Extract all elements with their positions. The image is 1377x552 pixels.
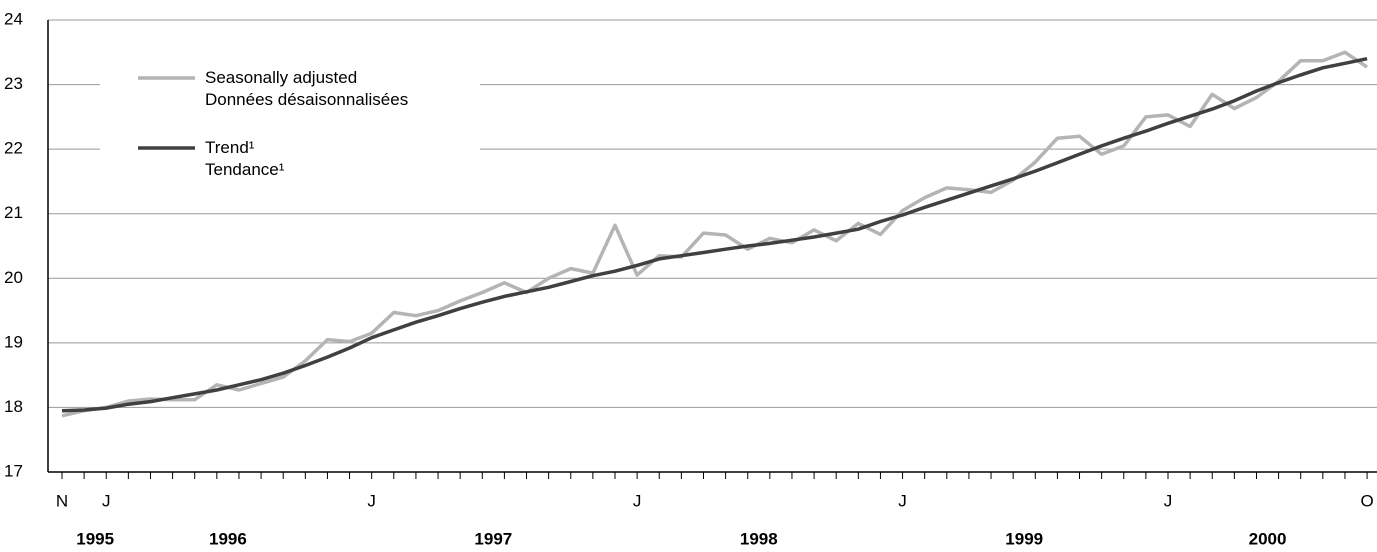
year-label: 1995 bbox=[76, 529, 114, 548]
legend-label: Trend¹ Tendance¹ bbox=[205, 138, 285, 179]
year-label: 1999 bbox=[1005, 529, 1043, 548]
y-tick-label: 21 bbox=[4, 203, 23, 222]
y-tick-label: 22 bbox=[4, 139, 23, 158]
year-label: 1997 bbox=[474, 529, 512, 548]
legend-background bbox=[100, 60, 480, 190]
x-tick-label: J bbox=[633, 491, 642, 510]
series-line bbox=[61, 56, 1368, 413]
x-tick-label: O bbox=[1360, 491, 1373, 510]
x-tick-label: J bbox=[367, 491, 376, 510]
y-tick-label: 18 bbox=[4, 397, 23, 416]
x-tick-label: J bbox=[898, 491, 907, 510]
y-tick-label: 24 bbox=[4, 9, 23, 28]
series-line bbox=[61, 50, 1369, 418]
y-tick-label: 19 bbox=[4, 332, 23, 351]
x-tick-label: J bbox=[102, 491, 111, 510]
year-label: 1998 bbox=[740, 529, 778, 548]
year-label: 2000 bbox=[1249, 529, 1287, 548]
y-tick-label: 17 bbox=[4, 461, 23, 480]
year-label: 1996 bbox=[209, 529, 247, 548]
x-tick-label: J bbox=[1164, 491, 1173, 510]
legend-label: Seasonally adjusted Données désaisonnali… bbox=[205, 68, 409, 109]
x-tick-label: N bbox=[56, 491, 68, 510]
y-tick-label: 23 bbox=[4, 74, 23, 93]
y-tick-label: 20 bbox=[4, 268, 23, 287]
